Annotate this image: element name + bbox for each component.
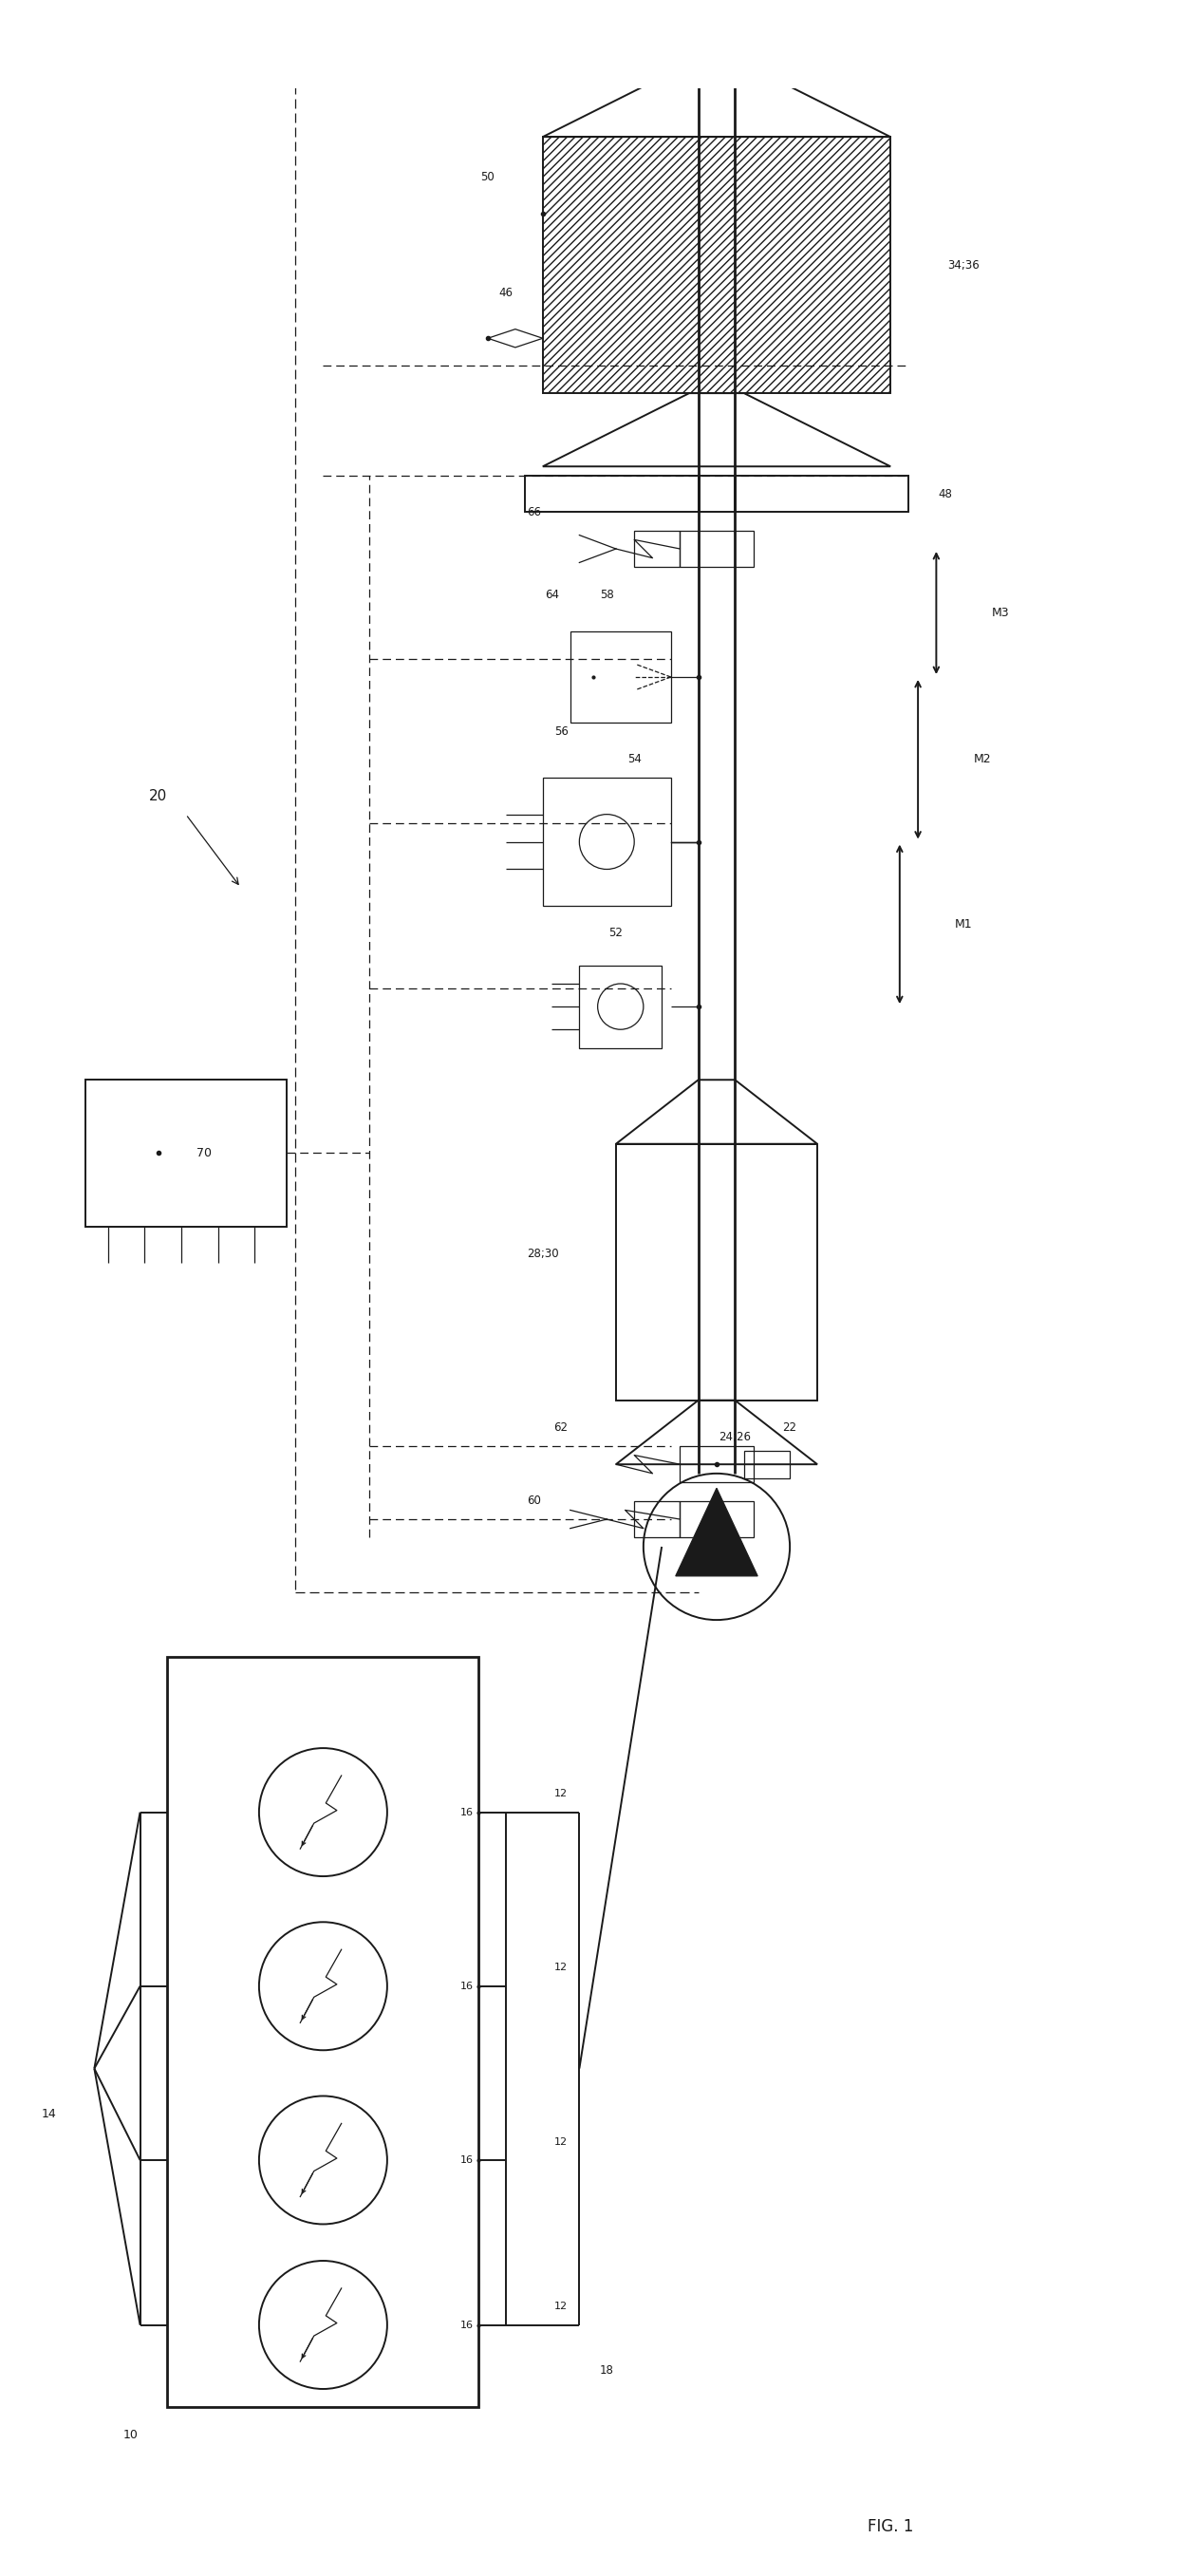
Text: 62: 62 [554,1422,568,1435]
Text: 64: 64 [545,587,559,600]
Bar [616,1144,817,1401]
Text: 16: 16 [460,2156,473,2164]
Text: 46: 46 [499,286,513,299]
Text: 24;26: 24;26 [719,1430,751,1443]
Text: M2: M2 [973,752,991,765]
Bar [634,531,680,567]
Text: 22: 22 [783,1422,797,1435]
Bar [680,1445,753,1484]
Bar [680,1502,753,1538]
Bar [680,0,753,8]
Bar [525,477,909,513]
Text: 12: 12 [554,1790,567,1798]
Text: 66: 66 [526,505,540,518]
Text: 12: 12 [554,1963,567,1973]
Text: 48: 48 [938,487,952,500]
Bar [543,137,891,394]
Bar [543,778,671,907]
Text: FIG. 1: FIG. 1 [867,2517,913,2535]
Polygon shape [676,1489,758,1577]
Text: 20: 20 [149,788,167,804]
Bar [680,531,753,567]
Bar [167,1656,479,2406]
Text: M1: M1 [955,917,972,930]
Text: 56: 56 [554,726,568,739]
Text: 18: 18 [600,2365,614,2378]
Bar [570,631,671,724]
Text: 10: 10 [124,2429,139,2442]
Text: 54: 54 [627,752,641,765]
Bar [85,1079,286,1226]
Text: 60: 60 [526,1494,540,1507]
Text: 12: 12 [554,2138,567,2146]
Text: 52: 52 [609,927,623,940]
Bar [634,1502,680,1538]
Bar [744,1450,790,1479]
Text: 14: 14 [41,2107,56,2120]
Text: 16: 16 [460,1808,473,1816]
Text: 70: 70 [197,1146,212,1159]
Text: 16: 16 [460,2321,473,2329]
Text: M3: M3 [991,608,1009,618]
Bar [579,966,661,1048]
Text: 50: 50 [481,170,494,183]
Text: 34;36: 34;36 [947,258,979,270]
Text: 16: 16 [460,1981,473,1991]
Text: 12: 12 [554,2303,567,2311]
Text: 58: 58 [600,587,613,600]
Text: 28;30: 28;30 [527,1247,559,1260]
